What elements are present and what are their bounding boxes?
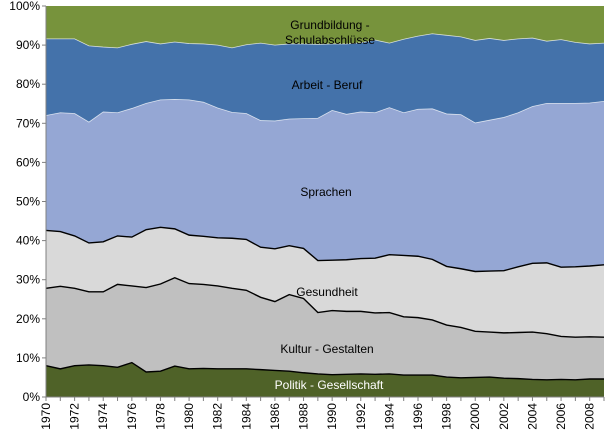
series-label-politik-gesellschaft: Politik - Gesellschaft (275, 378, 384, 392)
x-tick-label: 1980 (182, 403, 196, 430)
x-tick-label: 1972 (68, 403, 82, 430)
x-tick-label: 2008 (583, 403, 597, 430)
x-tick-label: 2000 (468, 403, 482, 430)
x-tick-label: 1970 (39, 403, 53, 430)
x-tick-label: 1990 (325, 403, 339, 430)
boundary-line-sprachen (45, 99, 605, 124)
area-politik-gesellschaft (46, 362, 604, 397)
y-tick-label: 10% (16, 351, 40, 365)
y-tick-label: 0% (23, 390, 41, 404)
x-tick-label: 1976 (125, 403, 139, 430)
y-tick-label: 90% (16, 38, 40, 52)
y-tick-label: 100% (9, 0, 40, 13)
y-tick-label: 20% (16, 312, 40, 326)
y-tick-label: 40% (16, 234, 40, 248)
series-label-kultur-gestalten: Kultur - Gestalten (280, 342, 373, 356)
x-tick-label: 1982 (211, 403, 225, 430)
x-tick-label: 1978 (153, 403, 167, 430)
series-label-sprachen: Sprachen (300, 185, 351, 199)
x-tick-label: 1998 (440, 403, 454, 430)
area-arbeit-beruf (46, 33, 604, 123)
x-tick-label: 1996 (411, 403, 425, 430)
series-label-grundbildung-schulabschlüsse: Schulabschlüsse (285, 33, 375, 47)
x-tick-label: 2006 (554, 403, 568, 430)
y-tick-label: 60% (16, 155, 40, 169)
x-tick-label: 2004 (525, 403, 539, 430)
boundary-line-kultur-gestalten (45, 276, 605, 338)
area-gesundheit (46, 227, 604, 338)
series-label-gesundheit: Gesundheit (296, 285, 358, 299)
boundary-line-politik-gesellschaft (45, 361, 604, 381)
boundary-line-arbeit-beruf (46, 33, 605, 49)
x-tick-label: 1986 (268, 403, 282, 430)
x-tick-label: 2002 (497, 403, 511, 430)
x-tick-label: 1994 (382, 403, 396, 430)
boundary-line-gesundheit (45, 226, 605, 273)
x-tick-label: 1988 (297, 403, 311, 430)
series-label-arbeit-beruf: Arbeit - Beruf (292, 78, 363, 92)
area-sprachen (46, 99, 604, 272)
series-label-grundbildung-schulabschlüsse: Grundbildung - (290, 18, 369, 32)
y-tick-label: 50% (16, 195, 40, 209)
x-tick-label: 1992 (354, 403, 368, 430)
y-tick-label: 80% (16, 77, 40, 91)
x-tick-label: 1974 (96, 403, 110, 430)
x-tick-label: 1984 (239, 403, 253, 430)
area-kultur-gestalten (46, 277, 604, 380)
y-tick-label: 30% (16, 273, 40, 287)
y-tick-label: 70% (16, 116, 40, 130)
